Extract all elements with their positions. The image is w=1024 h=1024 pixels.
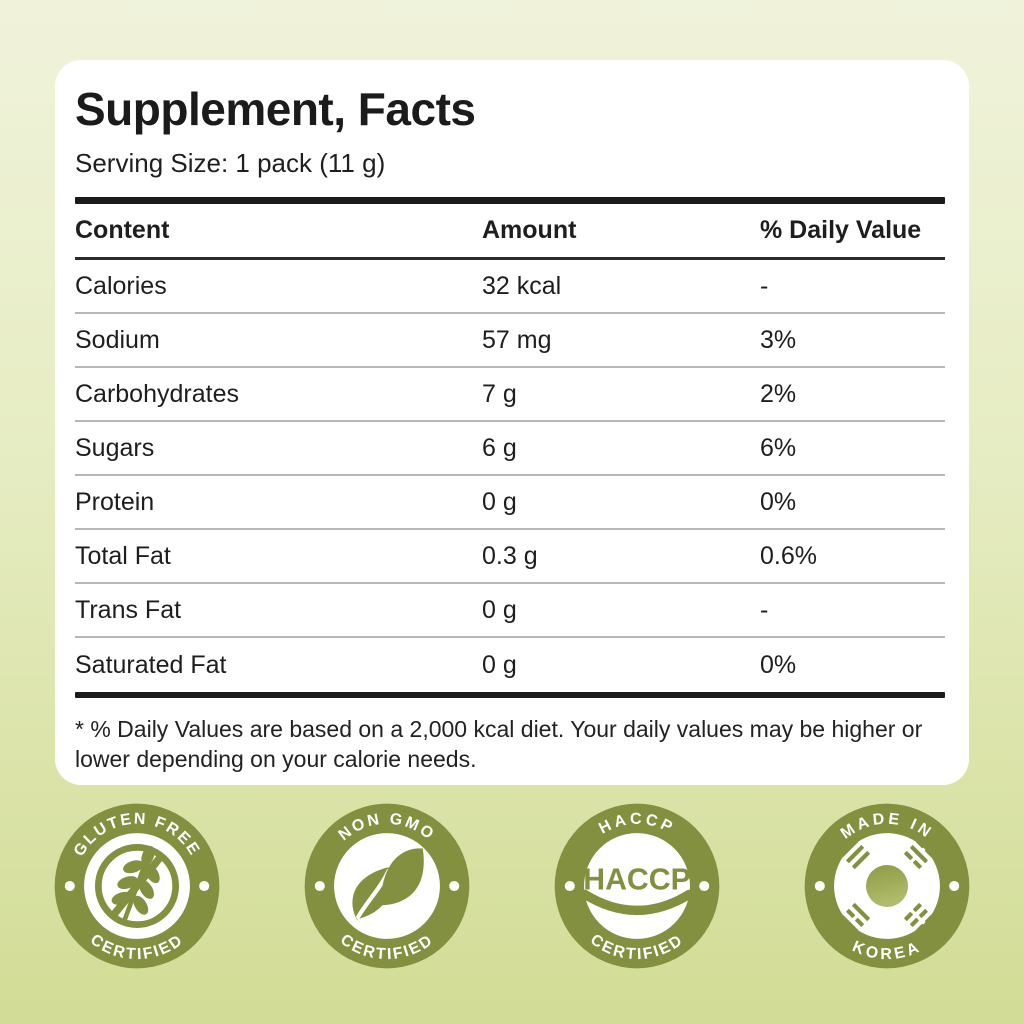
table-row: Trans Fat 0 g - bbox=[75, 584, 945, 638]
certification-badges: GLUTEN FREE CERTIFIED NON GM bbox=[53, 802, 971, 970]
row-daily-value: 3% bbox=[760, 325, 797, 354]
facts-table: Content Amount % Daily Value Calories 32… bbox=[75, 197, 945, 698]
page-title: Supplement, Facts bbox=[75, 83, 476, 135]
row-content: Sugars bbox=[75, 433, 155, 462]
ring-dot-right bbox=[449, 880, 460, 892]
row-amount: 0 g bbox=[482, 595, 517, 624]
serving-size-text: Serving Size: 1 pack (11 g) bbox=[75, 148, 386, 178]
haccp-underline-icon: HACCP bbox=[580, 863, 694, 915]
table-row: Saturated Fat 0 g 0% bbox=[75, 638, 945, 692]
table-bottom-rule bbox=[75, 692, 945, 698]
korea-taegeuk-icon bbox=[840, 839, 934, 933]
table-row: Sugars 6 g 6% bbox=[75, 422, 945, 476]
row-content: Calories bbox=[75, 271, 167, 300]
table-row: Carbohydrates 7 g 2% bbox=[75, 368, 945, 422]
col-header-amount: Amount bbox=[482, 216, 577, 244]
haccp-badge: HACCP CERTIFIED HACCP bbox=[554, 803, 720, 969]
row-daily-value: 0% bbox=[760, 487, 797, 516]
table-row: Calories 32 kcal - bbox=[75, 260, 945, 314]
row-amount: 32 kcal bbox=[482, 271, 562, 300]
row-content: Protein bbox=[75, 487, 155, 516]
table-header-row: Content Amount % Daily Value bbox=[75, 204, 945, 260]
col-header-content: Content bbox=[75, 216, 170, 244]
col-header-daily-value: % Daily Value bbox=[760, 216, 922, 244]
row-daily-value: - bbox=[760, 595, 769, 624]
ring-dot-right bbox=[949, 880, 960, 892]
ring-dot-left bbox=[64, 880, 75, 892]
row-content: Trans Fat bbox=[75, 595, 182, 624]
row-daily-value: 0% bbox=[760, 650, 797, 679]
table-top-rule bbox=[75, 197, 945, 204]
table-row: Protein 0 g 0% bbox=[75, 476, 945, 530]
row-amount: 0.3 g bbox=[482, 541, 538, 570]
ring-dot-right bbox=[199, 880, 210, 892]
row-amount: 6 g bbox=[482, 433, 517, 462]
gluten-free-badge: GLUTEN FREE CERTIFIED bbox=[54, 803, 220, 969]
table-row: Total Fat 0.3 g 0.6% bbox=[75, 530, 945, 584]
ring-dot-left bbox=[564, 880, 575, 892]
row-amount: 57 mg bbox=[482, 325, 552, 354]
row-daily-value: - bbox=[760, 271, 769, 300]
supplement-facts-card: Supplement, Facts Serving Size: 1 pack (… bbox=[55, 60, 969, 785]
row-content: Carbohydrates bbox=[75, 379, 239, 408]
row-content: Sodium bbox=[75, 325, 160, 354]
row-daily-value: 2% bbox=[760, 379, 797, 408]
row-content: Saturated Fat bbox=[75, 650, 227, 679]
row-amount: 7 g bbox=[482, 379, 517, 408]
non-gmo-badge: NON GMO CERTIFIED bbox=[304, 803, 470, 969]
row-amount: 0 g bbox=[482, 487, 517, 516]
leaves-icon bbox=[352, 848, 424, 920]
daily-value-footnote: * % Daily Values are based on a 2,000 kc… bbox=[75, 716, 923, 773]
made-in-korea-badge: MADE IN KOREA bbox=[804, 803, 970, 969]
row-content: Total Fat bbox=[75, 541, 171, 570]
ring-dot-right bbox=[699, 880, 710, 892]
row-daily-value: 6% bbox=[760, 433, 797, 462]
ring-dot-left bbox=[314, 880, 325, 892]
row-amount: 0 g bbox=[482, 650, 517, 679]
svg-text:HACCP: HACCP bbox=[583, 863, 691, 896]
ring-dot-left bbox=[814, 880, 825, 892]
wheat-slash-icon bbox=[95, 844, 179, 928]
table-row: Sodium 57 mg 3% bbox=[75, 314, 945, 368]
row-daily-value: 0.6% bbox=[760, 541, 817, 570]
